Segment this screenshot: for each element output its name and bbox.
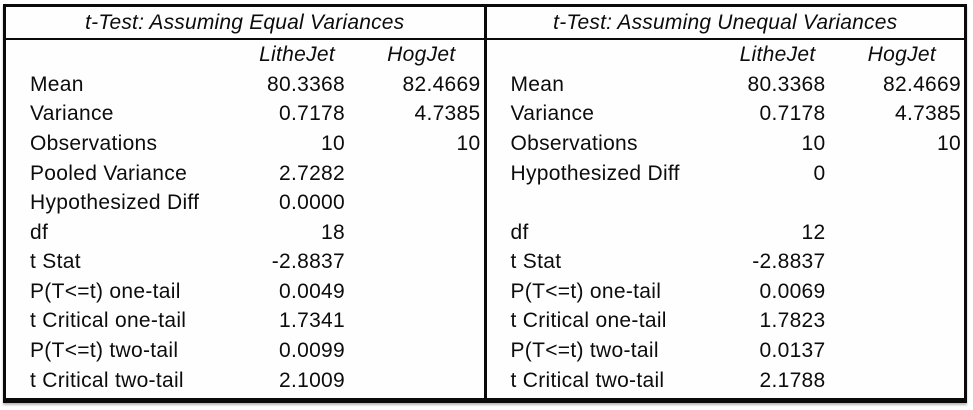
row-value-lithejet: 0.0137 <box>759 339 826 363</box>
table-row: df 12 <box>487 217 965 247</box>
row-label: t Stat <box>30 250 81 274</box>
table-row: P(T<=t) two-tail 0.0137 <box>487 336 965 366</box>
table-row <box>487 188 965 218</box>
row-label: Hypothesized Diff <box>30 191 200 215</box>
equal-variances-grid: LitheJet HogJet Mean 80.3368 82.4669 Varian… <box>6 40 484 398</box>
row-value-hogjet: 4.7385 <box>414 102 481 126</box>
row-value-hogjet: 4.7385 <box>894 102 961 126</box>
row-value-lithejet: -2.8837 <box>271 250 346 274</box>
column-header-row: LitheJet HogJet <box>6 40 484 70</box>
table-row: P(T<=t) two-tail 0.0099 <box>6 336 484 366</box>
row-value-lithejet: 80.3368 <box>267 72 346 96</box>
row-value-lithejet: 2.1788 <box>759 368 826 392</box>
row-label: Observations <box>510 132 638 156</box>
row-label: Observations <box>30 132 158 156</box>
row-label: Mean <box>510 72 565 96</box>
column-header-lithejet: LitheJet <box>739 43 816 67</box>
row-label: Variance <box>30 102 114 126</box>
row-label: t Critical one-tail <box>510 309 667 333</box>
table-row: P(T<=t) one-tail 0.0069 <box>487 277 965 307</box>
row-value-lithejet: 1.7341 <box>278 309 346 333</box>
table-row: t Critical one-tail 1.7823 <box>487 306 965 336</box>
unequal-variances-title: t-Test: Assuming Unequal Variances <box>486 7 964 40</box>
table-row: t Stat -2.8837 <box>6 247 484 277</box>
row-label: Mean <box>30 72 84 96</box>
row-value-lithejet: -2.8837 <box>752 250 826 274</box>
row-label: P(T<=t) one-tail <box>510 279 662 303</box>
table-row: Mean 80.3368 82.4669 <box>6 70 484 100</box>
table-row: Observations 10 10 <box>6 129 484 159</box>
row-value-lithejet: 0 <box>813 161 826 185</box>
row-label: df <box>30 220 49 244</box>
table-row: t Critical one-tail 1.7341 <box>6 306 484 336</box>
table-row: Variance 0.7178 4.7385 <box>6 99 484 129</box>
row-value-lithejet: 0.0049 <box>278 279 346 303</box>
column-header-lithejet: LitheJet <box>259 43 336 67</box>
row-value-lithejet: 80.3368 <box>747 72 826 96</box>
row-value-hogjet: 10 <box>456 132 481 156</box>
row-value-lithejet: 2.1009 <box>278 368 346 392</box>
row-label: P(T<=t) one-tail <box>30 279 181 303</box>
row-value-lithejet: 0.7178 <box>759 102 826 126</box>
row-label: Hypothesized Diff <box>510 161 680 185</box>
table-row: Hypothesized Diff 0.0000 <box>6 188 484 218</box>
row-label: P(T<=t) two-tail <box>30 339 179 363</box>
table-row: Pooled Variance 2.7282 <box>6 158 484 188</box>
unequal-variances-table: t-Test: Assuming Unequal Variances Lithe… <box>483 7 965 398</box>
column-header-row: LitheJet HogJet <box>487 40 965 70</box>
row-value-hogjet: 82.4669 <box>402 72 481 96</box>
row-label: t Critical two-tail <box>30 368 184 392</box>
column-header-hogjet: HogJet <box>867 43 936 67</box>
column-header-hogjet: HogJet <box>387 43 456 67</box>
row-value-lithejet: 10 <box>801 132 826 156</box>
equal-variances-rows: Mean 80.3368 82.4669 Variance 0.7178 4.7385 Ob… <box>6 70 484 395</box>
row-value-lithejet: 2.7282 <box>278 161 346 185</box>
unequal-variances-rows: Mean 80.3368 82.4669 Variance 0.7178 4.7385 Ob… <box>487 70 965 395</box>
table-row: df 18 <box>6 217 484 247</box>
row-value-lithejet: 0.0000 <box>278 191 346 215</box>
row-label: Variance <box>510 102 595 126</box>
row-label: P(T<=t) two-tail <box>510 339 659 363</box>
table-row: t Critical two-tail 2.1788 <box>487 365 965 395</box>
table-row: Variance 0.7178 4.7385 <box>487 99 965 129</box>
row-value-lithejet: 0.7178 <box>278 102 346 126</box>
ttest-tables-frame: t-Test: Assuming Equal Variances LitheJe… <box>3 4 967 403</box>
row-value-lithejet: 1.7823 <box>759 309 826 333</box>
equal-variances-title: t-Test: Assuming Equal Variances <box>6 7 484 40</box>
row-label: t Critical one-tail <box>30 309 187 333</box>
row-label: t Critical two-tail <box>510 368 665 392</box>
table-row: t Critical two-tail 2.1009 <box>6 365 484 395</box>
row-value-lithejet: 12 <box>801 220 826 244</box>
table-row: t Stat -2.8837 <box>487 247 965 277</box>
row-label: Pooled Variance <box>30 161 188 185</box>
table-row: Mean 80.3368 82.4669 <box>487 70 965 100</box>
row-label: df <box>510 220 529 244</box>
row-value-hogjet: 10 <box>937 132 961 156</box>
row-value-lithejet: 10 <box>321 132 346 156</box>
row-value-hogjet: 82.4669 <box>882 72 961 96</box>
equal-variances-table: t-Test: Assuming Equal Variances LitheJe… <box>6 7 484 398</box>
row-value-lithejet: 0.0099 <box>278 339 346 363</box>
row-value-lithejet: 18 <box>321 220 346 244</box>
table-row: Observations 10 10 <box>487 129 965 159</box>
unequal-variances-grid: LitheJet HogJet Mean 80.3368 82.4669 Varian… <box>487 40 965 398</box>
table-row: Hypothesized Diff 0 <box>487 158 965 188</box>
table-row: P(T<=t) one-tail 0.0049 <box>6 277 484 307</box>
row-label: t Stat <box>510 250 562 274</box>
row-value-lithejet: 0.0069 <box>759 279 826 303</box>
